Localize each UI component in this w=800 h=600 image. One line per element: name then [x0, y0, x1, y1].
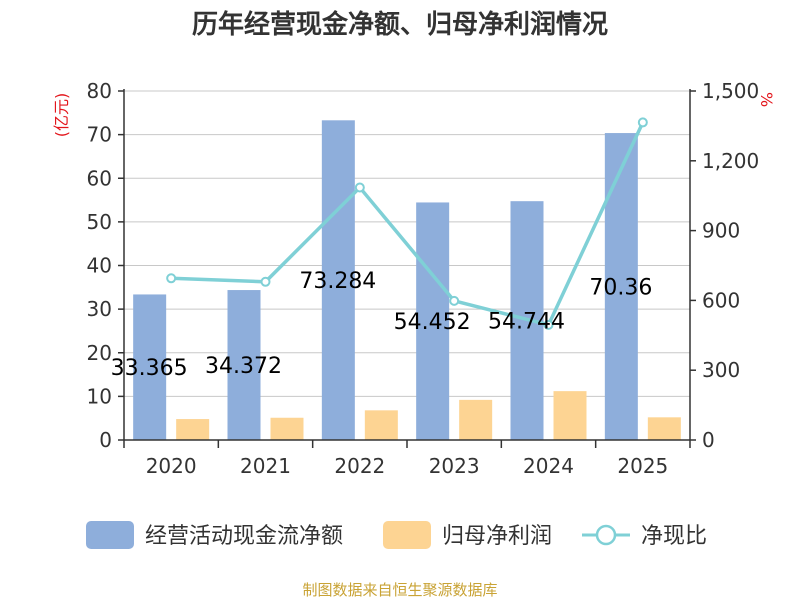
right-tick-label: 1,500: [702, 79, 759, 103]
cashflow-bar: [227, 290, 261, 440]
legend-swatch-cashflow[interactable]: [86, 521, 134, 549]
ratio-point: [260, 276, 271, 287]
ratio-point: [449, 295, 460, 306]
cashflow-data-label: 70.36: [589, 276, 652, 301]
source-note: 制图数据来自恒生聚源数据库: [302, 581, 497, 599]
net-profit-bar: [647, 417, 681, 440]
legend-swatch-net-profit[interactable]: [383, 521, 431, 549]
ratio-line: [166, 117, 648, 330]
legend-label-cashflow[interactable]: 经营活动现金流净额: [145, 524, 343, 549]
bars: [133, 120, 681, 440]
left-tick-label: 60: [87, 166, 112, 190]
left-tick-label: 10: [87, 384, 112, 408]
x-tick-label: 2022: [334, 454, 385, 478]
cashflow-bar: [604, 133, 638, 440]
cashflow-data-label: 54.452: [394, 310, 471, 335]
left-tick-label: 40: [87, 254, 112, 278]
axes: 0 10 20 30 40 50 60 70 80 0 300 600 900 1,200 1,500 202…: [87, 79, 760, 478]
ratio-point: [354, 182, 365, 193]
cashflow-data-label: 33.365: [111, 356, 188, 381]
x-tick-label: 2020: [146, 454, 197, 478]
right-axis-unit: %: [757, 92, 776, 107]
net-profit-bar: [270, 417, 304, 440]
net-profit-bar: [176, 419, 210, 440]
right-tick-label: 900: [702, 219, 740, 243]
left-tick-label: 20: [87, 341, 112, 365]
data-labels: 33.365 34.372 73.284 54.452 54.744 70.36: [111, 269, 653, 381]
cashflow-data-label: 34.372: [205, 354, 282, 379]
chart-title: 历年经营现金净额、归母净利润情况: [192, 9, 608, 40]
x-tick-label: 2021: [240, 454, 291, 478]
left-tick-label: 70: [87, 123, 112, 147]
ratio-line-path: [171, 121, 645, 327]
left-tick-label: 80: [87, 79, 112, 103]
left-axis-unit: (亿元): [52, 93, 71, 138]
legend: 经营活动现金流净额 归母净利润 净现比: [86, 521, 707, 549]
grid: [124, 90, 690, 397]
cashflow-data-label: 73.284: [299, 269, 376, 294]
right-tick-label: 600: [702, 288, 740, 312]
net-profit-bar: [364, 410, 398, 440]
x-tick-label: 2025: [617, 454, 668, 478]
left-tick-label: 30: [87, 297, 112, 321]
net-profit-bar: [553, 391, 587, 440]
left-tick-label: 50: [87, 210, 112, 234]
x-tick-label: 2024: [523, 454, 574, 478]
x-tick-label: 2023: [429, 454, 480, 478]
net-profit-bar: [459, 399, 493, 440]
cashflow-bar: [416, 202, 450, 440]
ratio-point: [637, 117, 648, 128]
cashflow-bar: [321, 120, 355, 440]
legend-marker-icon[interactable]: [595, 524, 617, 546]
cashflow-data-label: 54.744: [488, 310, 565, 335]
ratio-point: [166, 273, 177, 284]
right-tick-label: 1,200: [702, 149, 759, 173]
legend-label-ratio[interactable]: 净现比: [641, 524, 707, 549]
right-tick-label: 0: [702, 428, 715, 452]
left-tick-label: 0: [99, 428, 112, 452]
right-tick-label: 300: [702, 358, 740, 382]
cashflow-bar: [133, 294, 167, 440]
ratio-point: [543, 319, 554, 330]
legend-label-net-profit[interactable]: 归母净利润: [442, 524, 552, 549]
